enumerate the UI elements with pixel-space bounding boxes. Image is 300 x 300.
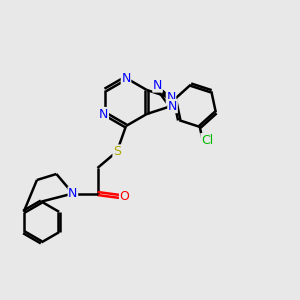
Text: N: N — [153, 79, 162, 92]
Text: N: N — [166, 92, 176, 104]
Text: Cl: Cl — [201, 134, 213, 147]
Text: N: N — [99, 107, 108, 121]
Text: N: N — [121, 71, 131, 85]
Text: S: S — [113, 145, 121, 158]
Text: N: N — [168, 100, 177, 112]
Text: O: O — [120, 190, 129, 203]
Text: N: N — [68, 187, 78, 200]
